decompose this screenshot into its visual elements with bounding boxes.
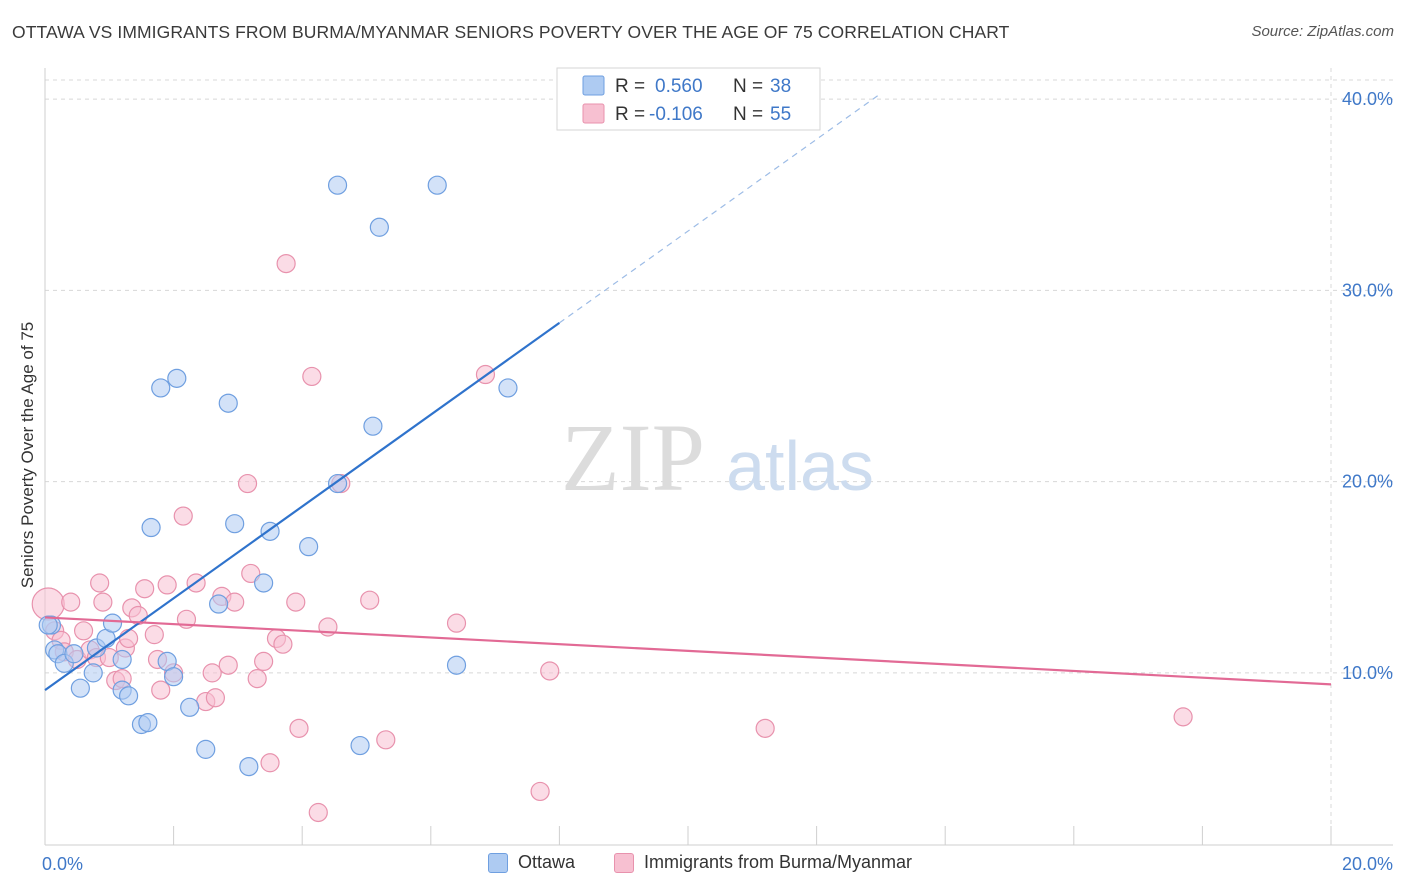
- ottawa-point: [118, 686, 139, 706]
- ottawa-point: [446, 655, 467, 675]
- burma-point: [73, 621, 94, 641]
- burma-point: [360, 590, 380, 610]
- ottawa-point: [225, 514, 245, 534]
- source-credit: Source: ZipAtlas.com: [1251, 23, 1394, 40]
- burma-point: [530, 781, 550, 802]
- ottawa-point: [498, 378, 518, 398]
- burma-point: [276, 254, 296, 274]
- burma-point: [151, 680, 171, 700]
- ottawa-point: [138, 712, 158, 733]
- burma-point: [260, 753, 280, 773]
- x-tick-label: 20.0%: [1342, 854, 1393, 874]
- ottawa-point: [64, 644, 84, 664]
- top-legend-burma-swatch: [582, 103, 605, 124]
- points-layer: [31, 175, 1193, 823]
- top-legend-ottawa-r-value: 0.560: [655, 76, 703, 97]
- y-tick-label: 10.0%: [1342, 663, 1393, 683]
- y-tick-label: 40.0%: [1342, 89, 1393, 109]
- ottawa-point: [239, 756, 259, 777]
- burma-point: [446, 613, 467, 633]
- ottawa-point: [38, 615, 58, 635]
- ottawa-point: [102, 613, 123, 633]
- burma-point: [202, 663, 222, 683]
- burma-point: [241, 563, 261, 584]
- burma-point: [135, 579, 155, 599]
- trend-layer: [44, 92, 1332, 691]
- burma-point: [308, 802, 328, 823]
- top-legend-ottawa-r-label: R =: [615, 76, 645, 97]
- burma-point: [61, 592, 81, 612]
- y-tick-label: 20.0%: [1342, 472, 1393, 492]
- burma-point: [289, 718, 309, 738]
- y-tick-label: 30.0%: [1342, 280, 1393, 300]
- bottom-legend-ottawa-label: Ottawa: [518, 852, 576, 872]
- ottawa-point: [369, 217, 389, 237]
- top-legend: R = 0.560 N = 38 R = -0.106 N = 55: [556, 67, 821, 131]
- top-legend-ottawa-n-label: N =: [733, 76, 763, 97]
- x-tick-label: 0.0%: [42, 854, 83, 874]
- ottawa-point: [363, 416, 383, 436]
- burma-point: [225, 592, 245, 612]
- ottawa-point: [141, 517, 161, 538]
- y-axis-label: Seniors Poverty Over the Age of 75: [18, 321, 37, 589]
- grid-layer: [45, 68, 1393, 845]
- burma-point: [205, 688, 225, 708]
- burma-point: [218, 655, 238, 675]
- ottawa-point: [196, 739, 216, 759]
- bottom-legend: Ottawa Immigrants from Burma/Myanmar: [0, 852, 1406, 876]
- ottawa-point: [350, 735, 370, 756]
- ottawa-point: [164, 667, 184, 687]
- top-legend-ottawa-swatch: [582, 75, 605, 96]
- top-legend-burma-n-value: 55: [770, 104, 791, 125]
- tick-labels: 10.0% 20.0% 30.0% 40.0% 0.0% 20.0%: [42, 89, 1393, 874]
- bottom-legend-ottawa: Ottawa: [488, 852, 575, 873]
- burma-point: [93, 592, 113, 612]
- burma-point: [237, 473, 258, 494]
- watermark: ZIP atlas: [561, 404, 874, 511]
- burma-point: [286, 592, 306, 612]
- ottawa-point: [218, 393, 238, 413]
- burma-point: [540, 661, 560, 681]
- axis-layer: [44, 68, 1393, 846]
- chart-title: OTTAWA VS IMMIGRANTS FROM BURMA/MYANMAR …: [12, 22, 1010, 42]
- ottawa-point: [112, 649, 132, 670]
- burma-point: [376, 730, 396, 750]
- watermark-atlas: atlas: [726, 427, 874, 505]
- ottawa-point: [254, 573, 274, 593]
- burma-point: [90, 573, 110, 593]
- burma-point: [247, 669, 267, 689]
- ottawa-point: [70, 678, 90, 698]
- bottom-legend-ottawa-swatch: [488, 852, 508, 873]
- bottom-legend-burma-swatch: [614, 852, 634, 873]
- burma-point: [173, 506, 193, 526]
- ottawa-point: [180, 697, 200, 717]
- top-legend-burma-n-label: N =: [733, 104, 763, 125]
- burma-point: [302, 366, 322, 387]
- burma-trend-line: [44, 616, 1332, 686]
- ottawa-point: [299, 537, 319, 557]
- top-legend-burma-r-label: R =: [615, 104, 645, 125]
- burma-point: [157, 575, 177, 595]
- ottawa-point: [83, 663, 103, 683]
- burma-point: [1173, 707, 1193, 727]
- ottawa-trend-line: [44, 321, 561, 691]
- burma-point: [144, 625, 164, 645]
- burma-point: [755, 718, 775, 738]
- burma-point: [254, 651, 274, 672]
- ottawa-point: [167, 368, 187, 388]
- ottawa-point: [151, 378, 171, 398]
- ottawa-point: [327, 175, 348, 195]
- top-legend-burma-r-value: -0.106: [649, 104, 703, 125]
- burma-point: [31, 587, 65, 621]
- ottawa-point: [209, 594, 229, 614]
- ottawa-point: [427, 175, 447, 195]
- bottom-legend-burma: Immigrants from Burma/Myanmar: [614, 852, 912, 873]
- top-legend-ottawa-n-value: 38: [770, 76, 791, 97]
- burma-point: [273, 634, 293, 654]
- bottom-legend-burma-label: Immigrants from Burma/Myanmar: [644, 852, 913, 872]
- burma-point: [118, 628, 139, 649]
- watermark-zip: ZIP: [561, 404, 705, 511]
